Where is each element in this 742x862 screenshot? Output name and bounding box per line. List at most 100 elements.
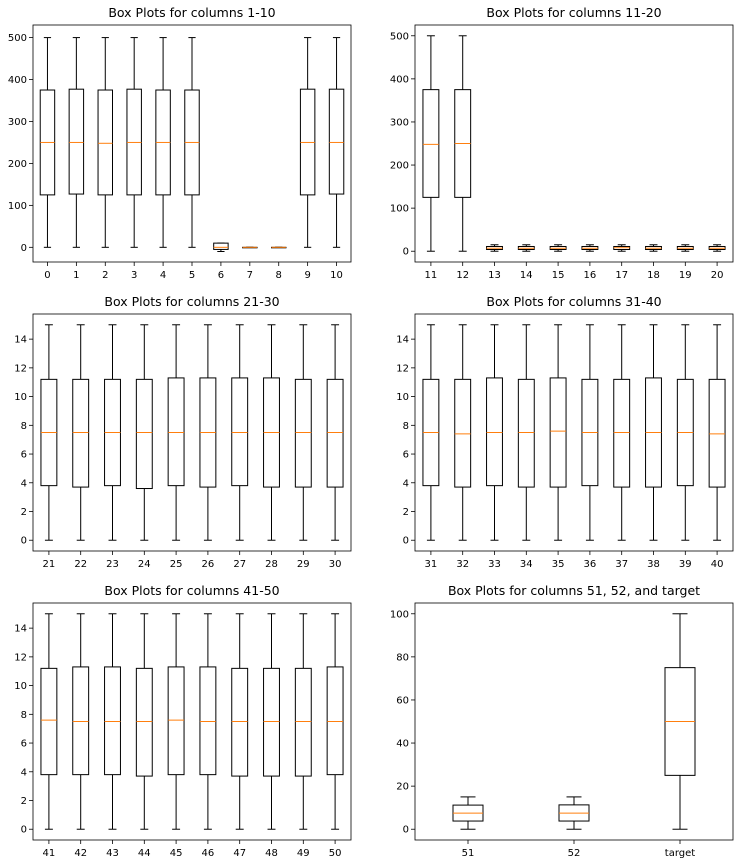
subplot-title: Box Plots for columns 1-10: [108, 5, 275, 20]
x-tick-label: 43: [106, 848, 119, 859]
y-tick-label: 6: [403, 450, 409, 461]
iqr-box: [97, 89, 114, 196]
y-tick-label: 0: [21, 825, 27, 836]
x-tick-label: 29: [297, 559, 310, 570]
box-34: [517, 324, 535, 541]
x-tick-label: 35: [552, 559, 565, 570]
iqr-box: [294, 378, 312, 488]
x-tick-label: 13: [488, 270, 501, 281]
box-42: [72, 613, 90, 830]
box-48: [263, 613, 280, 830]
y-tick-label: 12: [396, 363, 409, 374]
y-tick-label: 4: [21, 767, 27, 778]
x-tick-label: 3: [131, 270, 137, 281]
box-22: [72, 324, 90, 541]
x-tick-label: 22: [74, 559, 87, 570]
y-tick-label: 12: [14, 363, 27, 374]
y-tick-label: 400: [390, 74, 409, 85]
iqr-box: [167, 666, 185, 776]
y-tick-label: 100: [390, 609, 409, 620]
box-36: [581, 324, 599, 541]
y-tick-label: 400: [8, 75, 27, 86]
box-35: [549, 324, 567, 541]
x-tick-label: 28: [265, 559, 278, 570]
y-tick-label: 8: [403, 421, 409, 432]
y-tick-label: 14: [14, 335, 27, 346]
x-tick-label: 24: [138, 559, 151, 570]
x-tick-label: 49: [297, 848, 310, 859]
y-tick-label: 300: [8, 117, 27, 128]
y-tick-label: 0: [21, 536, 27, 547]
box-4: [155, 37, 171, 248]
subplot-title: Box Plots for columns 51, 52, and target: [448, 583, 700, 598]
y-tick-label: 100: [390, 204, 409, 215]
subplot-1: Box Plots for columns 1-10 0 100 200 300 400 5…: [8, 5, 352, 281]
x-tick-label: 16: [584, 270, 597, 281]
y-tick-label: 0: [21, 243, 27, 254]
x-tick-label: 7: [247, 270, 253, 281]
x-tick-label: target: [665, 848, 695, 859]
iqr-box: [328, 88, 345, 195]
y-tick-label: 20: [396, 782, 409, 793]
subplot-title: Box Plots for columns 11-20: [486, 5, 661, 20]
x-tick-label: 12: [456, 270, 469, 281]
box-12: [454, 35, 472, 252]
box-11: [422, 35, 440, 252]
x-tick-label: 52: [568, 848, 581, 859]
y-tick-label: 8: [21, 421, 27, 432]
y-tick-label: 80: [396, 652, 409, 663]
x-tick-label: 5: [189, 270, 195, 281]
iqr-box: [486, 377, 503, 487]
x-tick-label: 27: [233, 559, 246, 570]
box-52: [558, 796, 590, 830]
iqr-box: [326, 666, 344, 776]
y-tick-label: 14: [14, 624, 27, 635]
box-45: [167, 613, 185, 830]
box-0: [39, 37, 56, 248]
x-tick-label: 23: [106, 559, 119, 570]
x-tick-label: 20: [711, 270, 724, 281]
y-tick-label: 300: [390, 117, 409, 128]
box-target: [664, 613, 696, 830]
x-tick-label: 44: [138, 848, 151, 859]
box-47: [231, 613, 249, 830]
x-tick-label: 8: [276, 270, 282, 281]
y-tick-label: 12: [14, 652, 27, 663]
y-tick-label: 2: [21, 796, 27, 807]
y-tick-label: 4: [21, 478, 27, 489]
y-tick-label: 10: [14, 681, 27, 692]
iqr-box: [72, 378, 90, 488]
x-tick-label: 25: [170, 559, 183, 570]
x-tick-label: 1: [73, 270, 79, 281]
iqr-box: [294, 667, 312, 777]
box-30: [326, 324, 344, 541]
iqr-box: [454, 378, 472, 488]
x-tick-label: 47: [233, 848, 246, 859]
box-9: [299, 37, 316, 248]
iqr-box: [104, 666, 121, 776]
x-tick-label: 45: [170, 848, 183, 859]
x-tick-label: 4: [160, 270, 166, 281]
y-tick-label: 100: [8, 201, 27, 212]
iqr-box: [213, 242, 229, 250]
box-21: [40, 324, 58, 541]
x-tick-label: 37: [615, 559, 628, 570]
y-tick-label: 200: [8, 159, 27, 170]
y-tick-label: 6: [21, 450, 27, 461]
y-tick-label: 0: [403, 825, 409, 836]
box-6: [213, 242, 229, 253]
subplot-title: Box Plots for columns 31-40: [486, 294, 661, 309]
box-26: [199, 324, 217, 541]
iqr-box: [199, 666, 217, 776]
iqr-box: [613, 378, 631, 488]
box-13: [486, 244, 503, 252]
box-19: [676, 244, 694, 252]
y-tick-label: 60: [396, 695, 409, 706]
x-tick-label: 41: [43, 848, 56, 859]
iqr-box: [167, 377, 185, 487]
box-33: [486, 324, 503, 541]
axes-frame: [32, 313, 352, 552]
y-tick-label: 6: [21, 739, 27, 750]
y-tick-label: 10: [396, 392, 409, 403]
